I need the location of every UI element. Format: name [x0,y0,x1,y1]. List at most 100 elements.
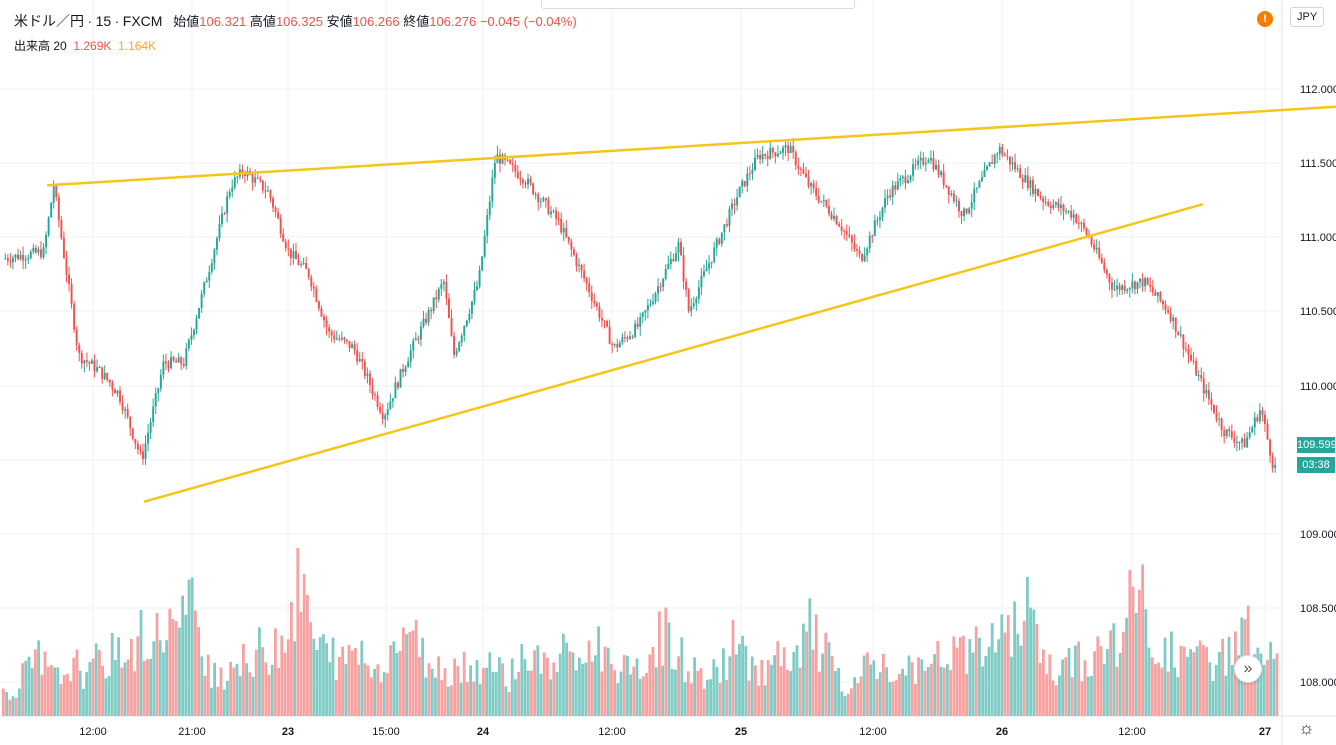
candle-body [626,337,629,339]
volume-bar [1250,658,1253,716]
volume-bar [779,666,783,716]
volume-bar [85,672,88,716]
candle-body [636,323,639,328]
symbol-name[interactable]: 米ドル／円 [14,13,84,29]
currency-label[interactable]: JPY [1290,7,1325,27]
settings-icon[interactable]: ☼ [1298,718,1315,738]
trendlines[interactable] [46,105,1336,503]
candle-body [251,174,254,183]
volume-bar [200,656,204,716]
candle-body [853,242,856,249]
volume-bar [232,667,236,716]
volume-bar [286,639,290,716]
candle-body [328,327,331,332]
price-tick-label: 111.500 [1300,158,1336,170]
volume-bar [27,656,31,716]
candle-body [371,384,374,395]
volume-bar [760,659,764,716]
volume-bar [715,666,719,716]
candle-body [124,409,127,411]
candle-body [595,303,598,307]
candle-body [1009,156,1011,165]
candle-body [442,281,445,285]
candle-body [861,254,864,262]
interval-value[interactable]: 15 [95,13,112,29]
candle-body [88,361,91,364]
time-tick-label: 12:00 [79,726,107,738]
volume-bar [178,627,181,716]
volume-bar [917,657,920,716]
candle-body [282,233,285,242]
candle-body [1184,348,1187,350]
candle-body [440,284,443,289]
candle-body [782,147,784,153]
volume-bar [379,682,383,716]
volume-bar [510,658,514,716]
candle-body [121,401,124,411]
candle-body [402,368,405,373]
volume-bar [1048,654,1052,716]
candle-body [509,160,512,164]
volume-bar [136,636,140,716]
volume-bar [766,659,770,716]
candle-body [871,235,874,237]
candle-body [1019,168,1022,179]
candle-body [667,263,670,270]
candle-body [427,309,430,323]
candle-body [425,318,427,323]
candle-body [458,342,461,351]
candle-body [937,164,940,176]
volume-bar [398,650,402,716]
candle-body [1072,214,1075,218]
candle-body [384,415,387,420]
volume-bar [267,674,271,716]
candle-body [565,228,568,237]
volume-bar [238,675,242,716]
volume-bar [280,635,284,716]
candle-body [47,217,50,235]
candle-body [463,326,466,336]
volume-label[interactable]: 出来高 20 [14,39,67,53]
candle-body [797,165,800,169]
volume-bar [709,679,712,716]
price-axis[interactable]: 112.000 111.500 111.000 110.500 110.000 109.0… [1300,84,1336,689]
volume-bar [923,670,927,716]
volume-bar [104,678,108,716]
alert-icon[interactable]: ! [1257,11,1273,27]
volume-bar [187,579,191,716]
volume-bar [1138,589,1141,716]
volume-bar [40,674,44,716]
top-toolbar-tab[interactable] [541,0,855,9]
candle-body [159,374,162,389]
volume-bar [1035,623,1039,716]
candle-body [126,409,129,417]
volume-bar [165,640,168,716]
candle-body [822,199,825,201]
candle-body [1095,247,1098,250]
volume-bar [952,636,956,716]
candle-body [980,176,983,182]
scroll-to-realtime-button[interactable]: » [1234,655,1262,683]
volume-bar [795,645,799,716]
volume-bar [283,652,287,716]
volume-bar [520,644,524,716]
volume-bar [494,671,498,716]
volume-bar [357,664,360,716]
candle-body [1223,430,1226,437]
volume-bar [309,622,312,716]
volume-bar [523,659,527,716]
candle-body [802,169,805,174]
volume-bar [1141,564,1144,716]
volume-bar [750,656,754,716]
volume-bar [558,653,562,716]
volume-bar [837,668,840,716]
time-axis[interactable]: 12:00 21:00 23 15:00 24 12:00 25 12:00 26 12:00 27 [79,726,1271,738]
volume-bar [363,663,367,716]
candle-body [532,183,535,195]
candle-body [766,155,769,160]
volume-bar [974,626,978,716]
candle-body [588,283,591,293]
volume-bar [856,683,860,716]
candle-body [422,318,425,327]
